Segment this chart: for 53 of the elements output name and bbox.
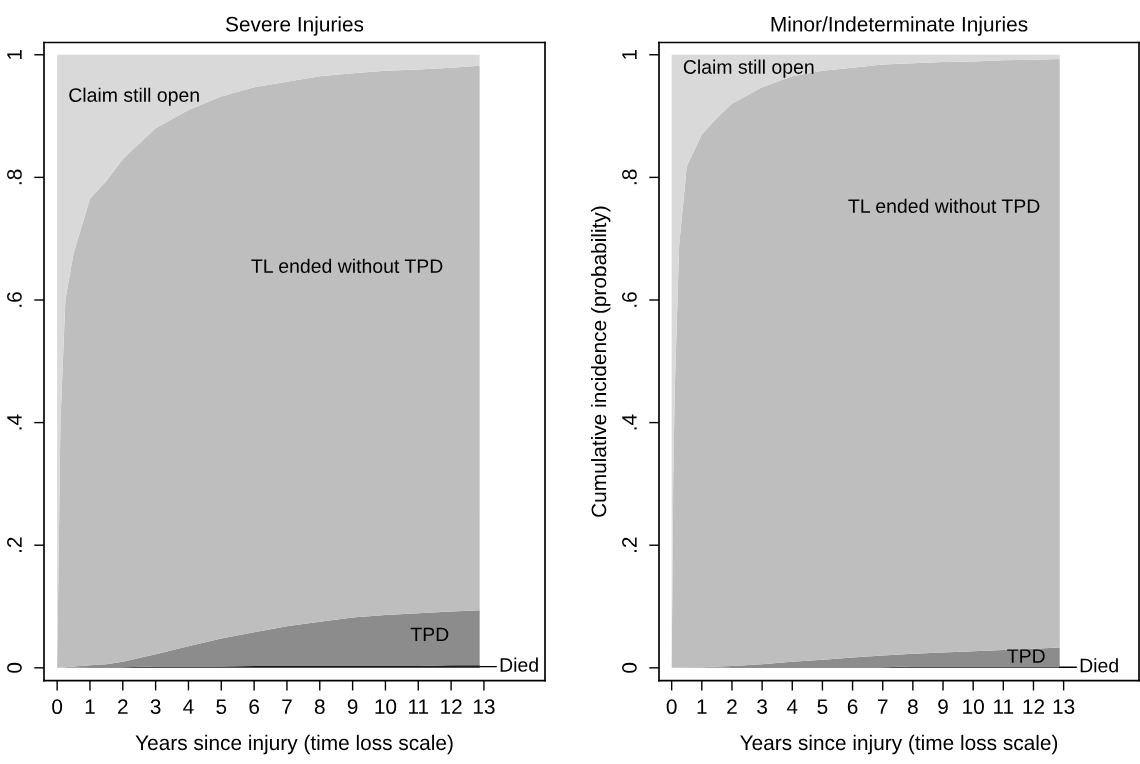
x-axis-title: Years since injury (time loss scale)	[740, 734, 1058, 755]
x-tick-label: 8	[314, 699, 325, 715]
y-tick-label: .6	[622, 292, 637, 307]
y-tick-label: 1	[7, 49, 22, 59]
x-tick-label: 10	[963, 699, 984, 715]
y-tick-label: .8	[7, 169, 22, 185]
x-tick-label: 3	[757, 699, 767, 715]
x-tick-label: 2	[118, 699, 128, 714]
x-tick-label: 5	[216, 699, 227, 715]
x-tick-label: 7	[877, 699, 888, 714]
x-tick-label: 10	[375, 699, 397, 715]
x-tick-label: 8	[907, 699, 918, 715]
series-label: Died	[500, 657, 538, 672]
y-tick-label: .2	[622, 537, 637, 552]
y-tick-label: .2	[7, 537, 22, 552]
x-tick-label: 4	[183, 699, 194, 714]
x-tick-label: 4	[786, 699, 798, 714]
series-label: Died	[1080, 658, 1118, 673]
x-tick-label: 12	[1023, 699, 1045, 714]
x-tick-label: 9	[347, 699, 358, 715]
y-axis-title: Cumulative incidence (probability)	[590, 206, 611, 517]
x-tick-label: 2	[727, 699, 737, 714]
x-tick-label: 0	[52, 699, 63, 715]
x-tick-label: 1	[697, 699, 707, 714]
y-tick-label: 0	[7, 662, 22, 673]
chart-title: Minor/Indeterminate Injuries	[771, 16, 1028, 36]
y-tick-label: .8	[622, 169, 637, 185]
x-tick-label: 9	[938, 699, 948, 715]
x-tick-label: 13	[473, 699, 495, 715]
x-tick-label: 0	[666, 699, 677, 715]
y-tick-label: 1	[622, 49, 637, 59]
x-tick-label: 3	[150, 699, 161, 715]
y-tick-label: .6	[7, 292, 22, 307]
y-tick-label: 0	[622, 662, 637, 673]
series-label: Claim still open	[69, 87, 199, 106]
x-axis-title: Years since injury (time loss scale)	[135, 734, 453, 755]
series-label: TPD	[1007, 649, 1045, 663]
series-label: Claim still open	[683, 59, 814, 78]
y-tick-label: .4	[7, 414, 22, 430]
x-tick-label: 6	[249, 699, 259, 715]
series-label: TL ended without TPD	[848, 198, 1040, 214]
x-tick-label: 11	[409, 699, 429, 714]
x-tick-label: 1	[85, 699, 95, 714]
x-tick-label: 7	[282, 699, 292, 714]
x-tick-label: 11	[994, 699, 1014, 714]
y-tick-label: .4	[622, 414, 637, 430]
chart-title: Severe Injuries	[225, 16, 364, 36]
series-label: TL ended without TPD	[251, 258, 443, 273]
series-label: TPD	[410, 627, 449, 642]
x-tick-label: 13	[1053, 699, 1075, 715]
x-tick-label: 5	[817, 699, 828, 715]
x-tick-label: 12	[441, 699, 462, 714]
x-tick-label: 6	[847, 699, 858, 715]
